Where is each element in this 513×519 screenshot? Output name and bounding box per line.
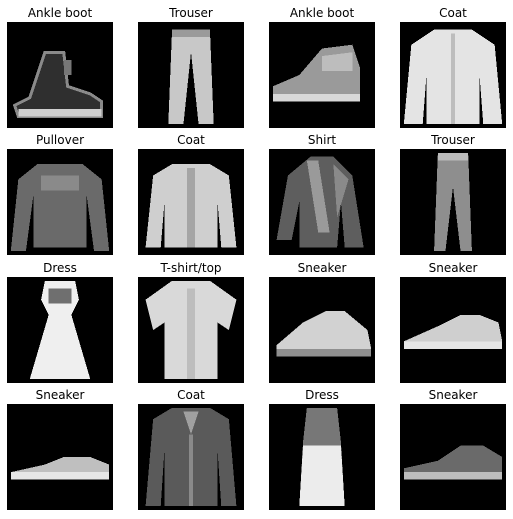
dress-image — [269, 404, 375, 510]
cell-label: Ankle boot — [27, 6, 93, 20]
cell-label: T-shirt/top — [160, 261, 222, 275]
cell-label: Sneaker — [35, 388, 85, 402]
sneaker-image — [7, 404, 113, 510]
cell-label: Trouser — [169, 6, 213, 20]
cell-label: Coat — [177, 133, 205, 147]
sneaker-image — [269, 277, 375, 383]
sneaker-image — [400, 277, 506, 383]
pullover-image — [7, 149, 113, 255]
dress-image — [7, 277, 113, 383]
trouser-image — [400, 149, 506, 255]
cell-label: Ankle boot — [289, 6, 355, 20]
tshirt-image — [138, 277, 244, 383]
cell-label: Coat — [177, 388, 205, 402]
cell-label: Dress — [43, 261, 77, 275]
coat-image — [400, 22, 506, 128]
shirt-image — [269, 149, 375, 255]
trouser-image — [138, 22, 244, 128]
cell-label: Sneaker — [297, 261, 347, 275]
cell-label: Trouser — [431, 133, 475, 147]
cell-label: Sneaker — [428, 261, 478, 275]
cell-label: Pullover — [35, 133, 85, 147]
coat-image — [138, 149, 244, 255]
sneaker-image — [400, 404, 506, 510]
cell-label: Sneaker — [428, 388, 478, 402]
coat-image — [138, 404, 244, 510]
cell-label: Shirt — [307, 133, 337, 147]
ankle-boot-image — [269, 22, 375, 128]
cell-label: Coat — [439, 6, 467, 20]
ankle-boot-image — [7, 22, 113, 128]
cell-label: Dress — [305, 388, 339, 402]
